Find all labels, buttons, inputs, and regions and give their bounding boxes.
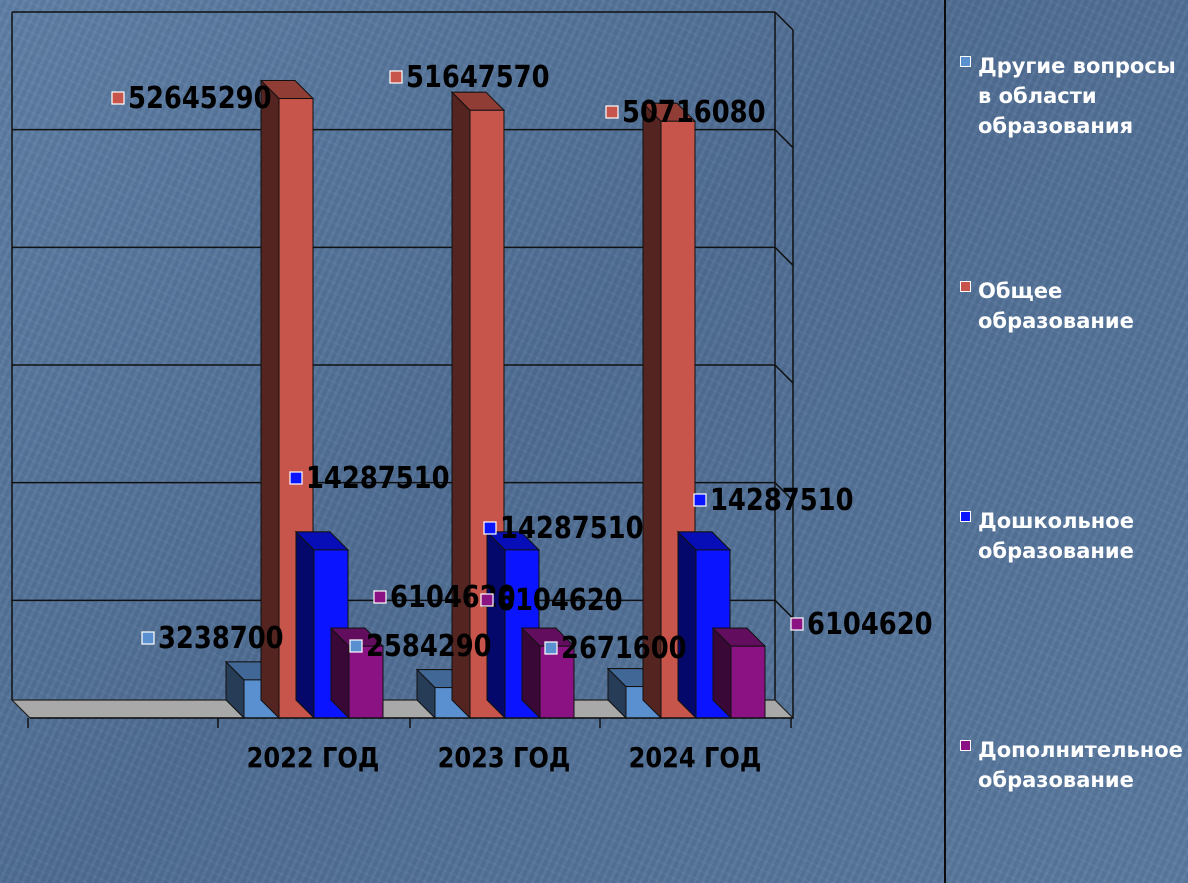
bar-side: [677, 530, 697, 720]
bar-side: [451, 91, 471, 720]
data-label: 51647570: [406, 59, 550, 94]
data-label-key: [349, 639, 363, 653]
legend-item-preschool: Дошкольное образование: [960, 506, 1188, 566]
data-label: 6104620: [497, 582, 623, 617]
data-label-key: [289, 471, 303, 485]
data-label-key: [605, 105, 619, 119]
gridline-depth: [774, 246, 794, 266]
legend-divider: [944, 0, 946, 883]
legend-swatch-additional: [960, 740, 971, 751]
data-label: 14287510: [500, 510, 644, 545]
legend-item-additional: Дополнительное образование: [960, 735, 1188, 795]
bar-side: [486, 530, 506, 720]
legend: Другие вопросы в области образования Общ…: [960, 0, 1188, 883]
data-label-key: [480, 593, 494, 607]
bar-side: [295, 530, 315, 720]
data-label-key: [790, 617, 804, 631]
legend-label-other: Другие вопросы в области образования: [978, 54, 1176, 138]
bar-side: [642, 102, 662, 720]
data-label: 3238700: [158, 620, 284, 655]
bar: [730, 645, 766, 719]
legend-swatch-preschool: [960, 511, 971, 522]
data-label-key: [483, 521, 497, 535]
legend-label-general: Общее образование: [978, 279, 1134, 333]
legend-item-other: Другие вопросы в области образования: [960, 51, 1188, 141]
data-label: 2584290: [366, 628, 492, 663]
gridline-depth: [774, 599, 794, 619]
data-label: 6104620: [807, 606, 933, 641]
x-axis: 2022 ГОД 2023 ГОД 2024 ГОД: [27, 717, 793, 775]
data-label: 6104620: [390, 579, 516, 614]
x-tick-label: 2022 ГОД: [247, 742, 380, 774]
data-labels-layer: 3238700 2584290 2671600 52645290 51647570 507…: [111, 59, 933, 666]
gridline-depth: [774, 364, 794, 384]
data-label-key: [389, 70, 403, 84]
legend-item-general: Общее образование: [960, 276, 1188, 336]
data-label-key: [544, 641, 558, 655]
bars-layer: [224, 79, 767, 720]
data-label: 2671600: [561, 630, 687, 665]
data-label-key: [141, 631, 155, 645]
gridline-depth: [774, 482, 794, 502]
legend-swatch-general: [960, 281, 971, 292]
data-label: 52645290: [128, 80, 272, 115]
data-label: 50716080: [622, 94, 766, 129]
x-tick-label: 2023 ГОД: [438, 742, 571, 774]
legend-swatch-other: [960, 56, 971, 67]
legend-label-preschool: Дошкольное образование: [978, 509, 1134, 563]
bar: [348, 645, 384, 719]
data-label-key: [111, 91, 125, 105]
gridline-depth: [774, 129, 794, 149]
gridline-depth: [774, 11, 794, 31]
x-tick-label: 2024 ГОД: [629, 742, 762, 774]
data-label: 14287510: [306, 460, 450, 495]
data-label-key: [693, 493, 707, 507]
legend-label-additional: Дополнительное образование: [978, 738, 1183, 792]
data-label-key: [373, 590, 387, 604]
data-label: 14287510: [710, 482, 854, 517]
bar-chart: 3238700 2584290 2671600 52645290 51647570 507…: [10, 11, 933, 775]
